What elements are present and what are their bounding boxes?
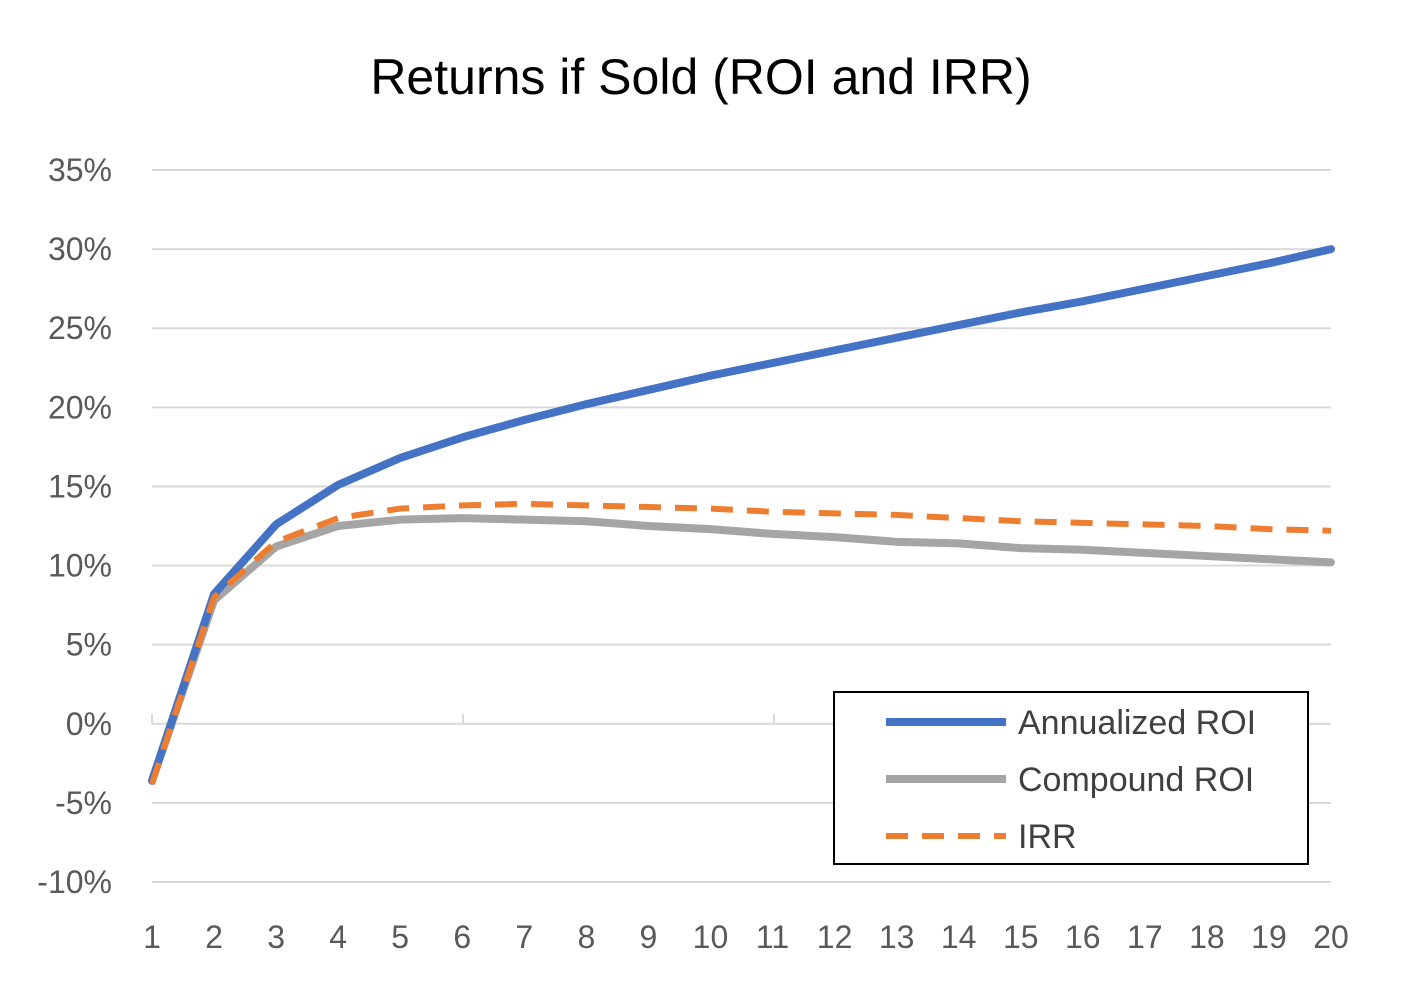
y-axis-ticks: -10% -5% 0% 5% 10% 15% 20% 25% 30% 35% (37, 152, 112, 900)
y-tick-label: 10% (48, 548, 112, 584)
x-tick-label: 15 (1003, 919, 1039, 955)
series-line-annualized-roi (148, 245, 1335, 785)
x-tick-label: 14 (941, 919, 977, 955)
y-tick-label: -10% (37, 864, 112, 900)
legend-label-annualized-roi: Annualized ROI (1018, 704, 1256, 742)
x-tick-label: 6 (453, 919, 471, 955)
y-tick-label: 25% (48, 310, 112, 346)
y-tick-label: -5% (55, 785, 112, 821)
x-tick-label: 4 (329, 919, 347, 955)
y-tick-label: 30% (48, 231, 112, 267)
y-tick-label: 35% (48, 152, 112, 188)
x-tick-label: 10 (693, 919, 729, 955)
x-tick-label: 12 (817, 919, 853, 955)
x-tick-label: 20 (1313, 919, 1349, 955)
series-line-compound-roi (148, 514, 1335, 785)
x-tick-label: 16 (1065, 919, 1101, 955)
gridlines (152, 169, 1331, 883)
x-tick-label: 3 (267, 919, 285, 955)
x-tick-label: 17 (1127, 919, 1163, 955)
series-lines (148, 245, 1335, 785)
x-tick-label: 5 (391, 919, 409, 955)
x-tick-label: 7 (515, 919, 533, 955)
x-tick-label: 18 (1189, 919, 1225, 955)
y-tick-label: 0% (66, 706, 112, 742)
y-tick-label: 5% (66, 627, 112, 663)
x-tick-label: 2 (205, 919, 223, 955)
y-tick-label: 15% (48, 468, 112, 504)
x-tick-label: 9 (640, 919, 658, 955)
legend: Annualized ROI Compound ROI IRR (833, 691, 1309, 865)
y-tick-label: 20% (48, 389, 112, 425)
x-tick-label: 11 (756, 919, 789, 955)
chart-title: Returns if Sold (ROI and IRR) (370, 49, 1031, 105)
legend-label-compound-roi: Compound ROI (1018, 761, 1254, 799)
x-tick-label: 13 (879, 919, 915, 955)
x-tick-label: 1 (143, 919, 161, 955)
legend-label-irr: IRR (1018, 818, 1077, 856)
x-tick-label: 8 (577, 919, 595, 955)
x-tick-label: 19 (1251, 919, 1287, 955)
x-axis-ticks: 1 2 3 4 5 6 7 8 9 10 11 12 13 14 15 16 17 18 19 20 (143, 919, 1349, 955)
